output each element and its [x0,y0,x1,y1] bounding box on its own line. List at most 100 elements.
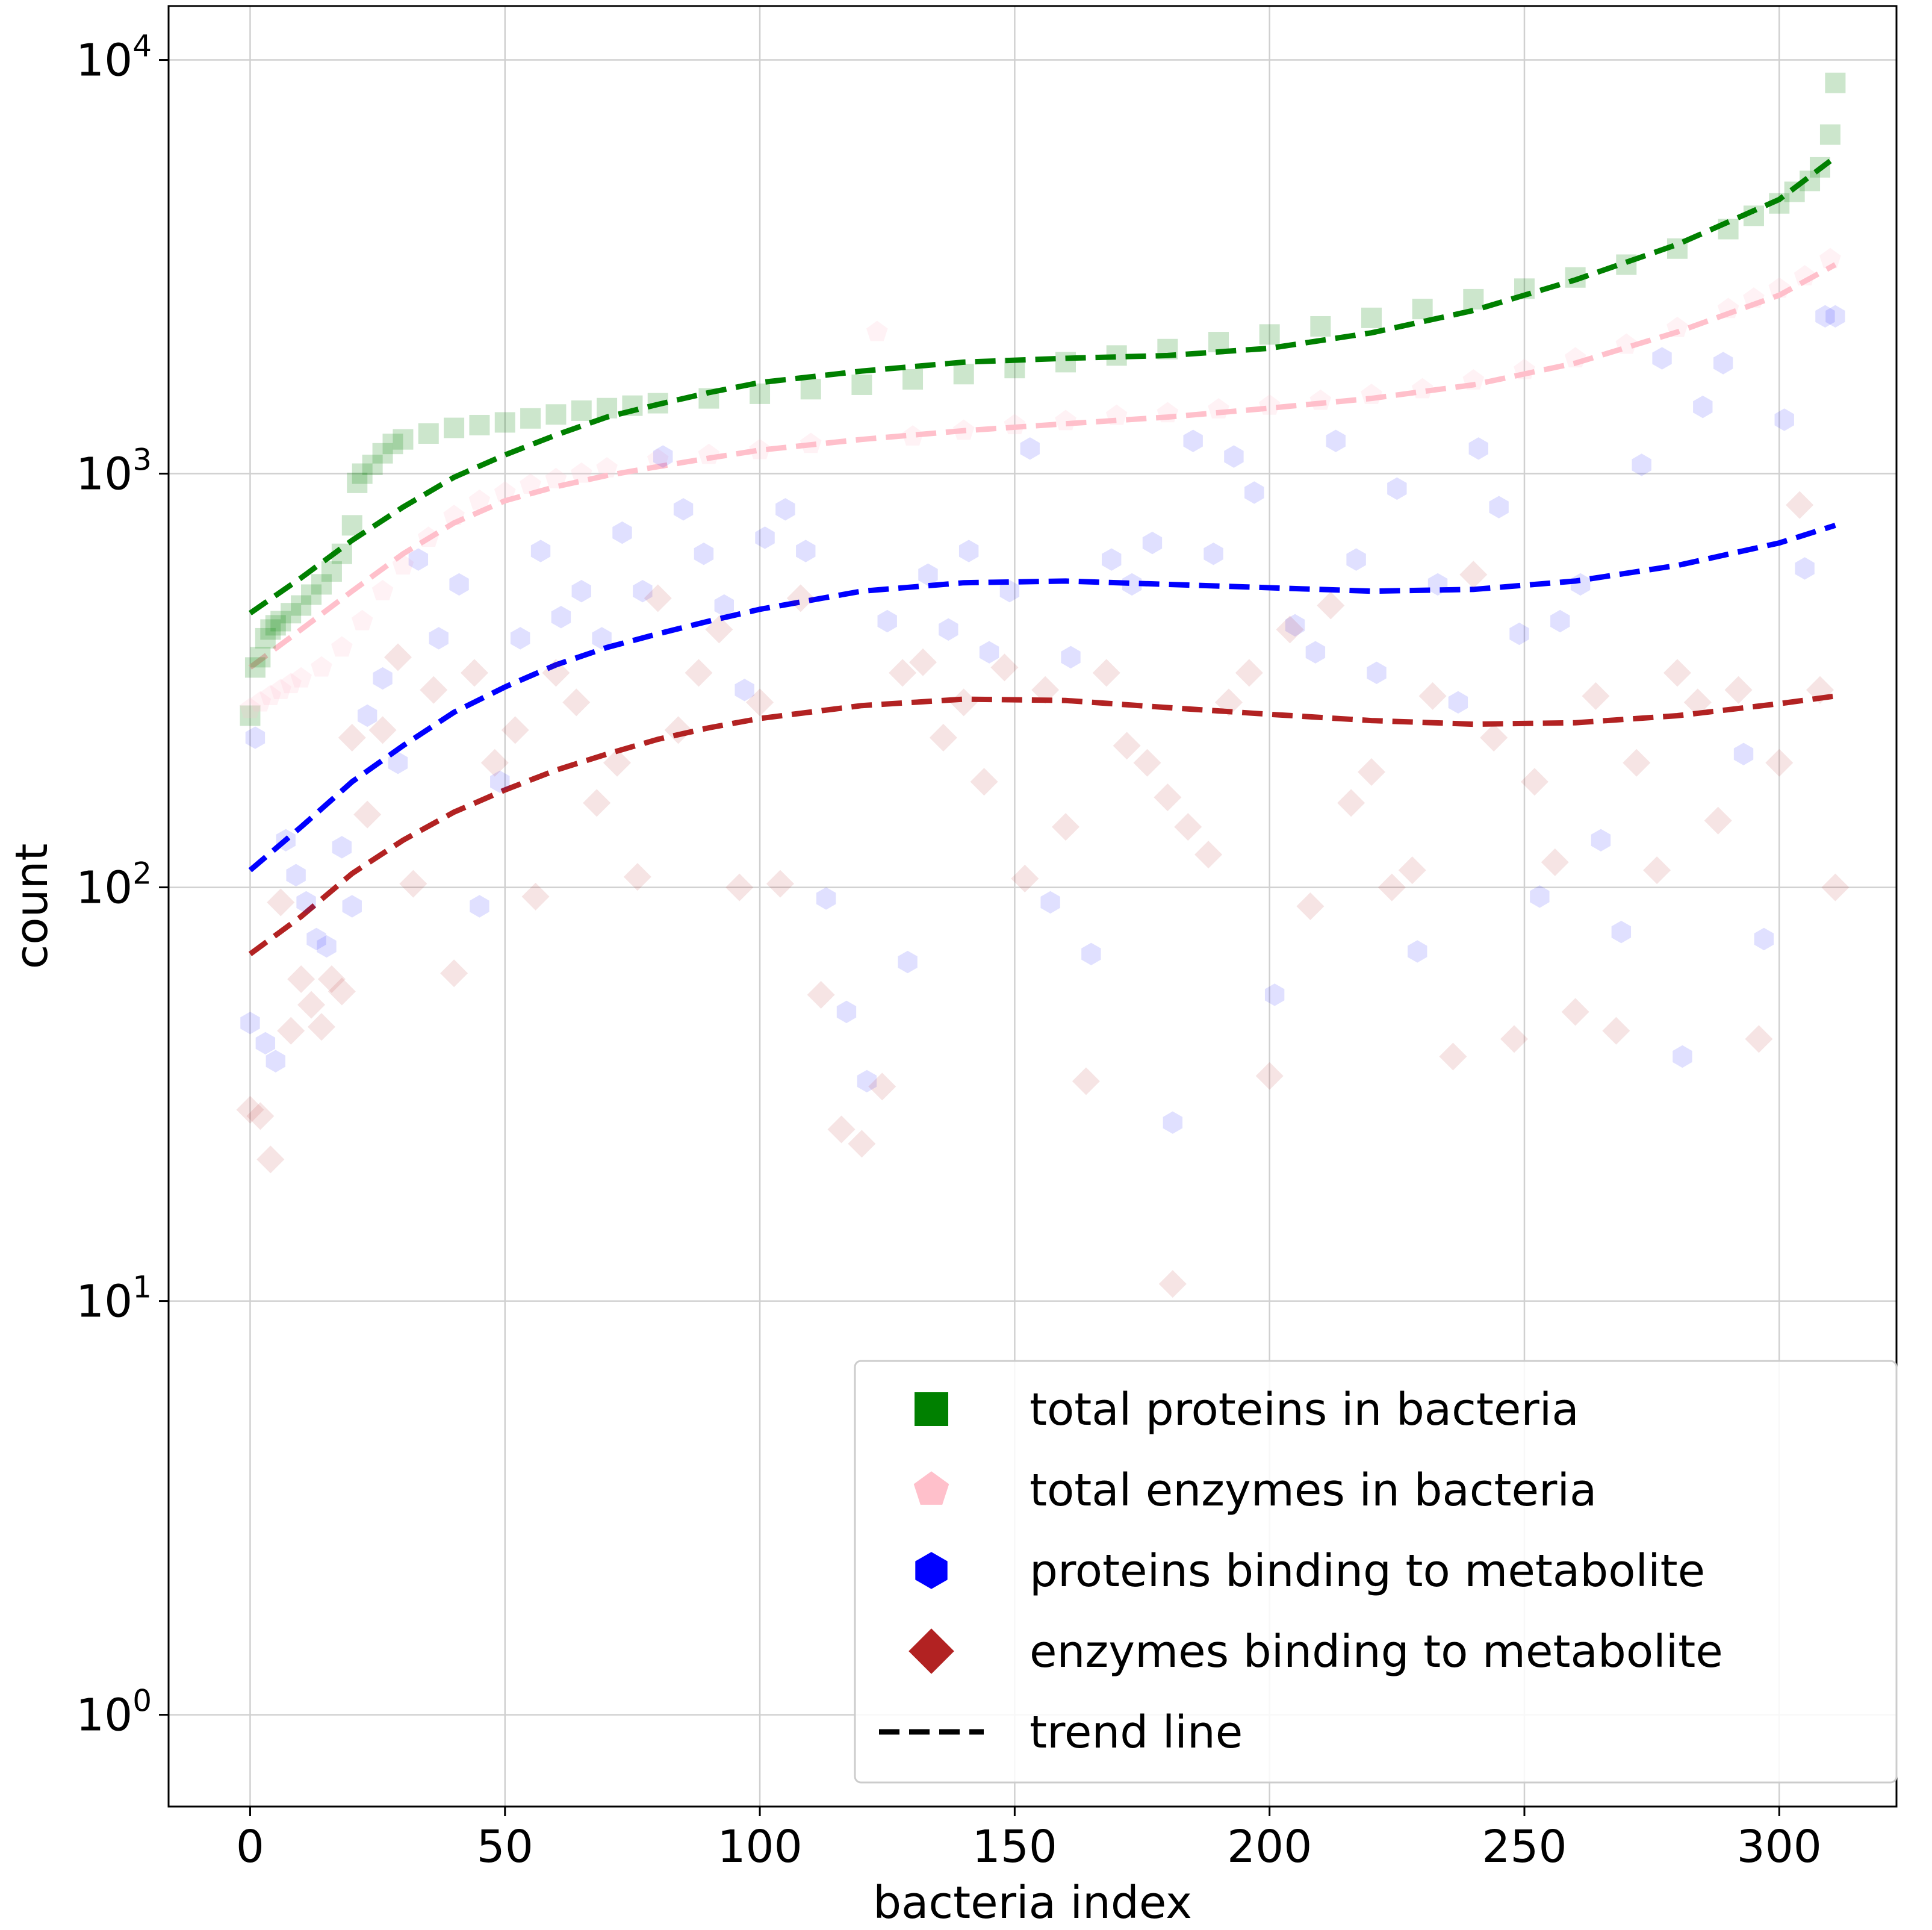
data-point [1072,1067,1100,1095]
data-point [1570,573,1591,596]
data-point [746,688,774,717]
data-point [1259,324,1280,345]
data-point [909,648,937,676]
data-point [1489,496,1509,518]
data-point [1774,408,1794,431]
data-point [902,425,924,446]
x-tick-label: 50 [477,1821,533,1873]
data-point [1514,358,1535,379]
data-point [545,404,567,425]
data-point [1602,1016,1630,1045]
legend-label: total enzymes in bacteria [1030,1465,1597,1516]
data-point [664,716,692,744]
data-point [999,579,1020,603]
legend-label: trend line [1030,1707,1243,1758]
data-point [1550,609,1570,633]
data-point [1418,682,1447,710]
data-point [1398,856,1426,885]
data-point [1821,873,1850,901]
data-point [1459,561,1488,589]
data-point [1768,277,1791,298]
data-point [331,543,352,564]
data-point [244,657,266,678]
data-point [562,688,591,717]
data-point [321,561,342,582]
data-point [1326,429,1346,452]
data-point [592,627,612,650]
data-point [277,1016,305,1045]
data-point [596,457,618,478]
data-point [240,705,261,726]
data-point [542,659,570,687]
data-point [939,618,958,641]
data-point [469,414,490,435]
data-point [673,498,694,521]
data-point [1346,548,1366,571]
data-point [1754,927,1774,951]
data-point [1666,238,1688,259]
data-point [286,864,306,887]
y-tick-base: 10 [76,862,132,914]
data-point [368,716,397,744]
data-point [622,395,643,416]
data-point [460,659,488,687]
data-point [1611,920,1632,944]
data-point [362,454,383,475]
data-point [623,863,651,891]
data-point [1361,384,1382,404]
data-point [1357,758,1385,786]
data-point [510,627,530,650]
data-point [1208,332,1229,353]
y-tick-exponent: 1 [132,1270,152,1305]
data-point [371,579,394,600]
data-point [444,417,465,438]
data-point [249,691,272,712]
data-point [1258,394,1281,415]
data-point [1632,453,1651,476]
data-point [245,726,266,749]
data-point [1105,404,1128,425]
data-point [1309,389,1332,410]
data-point [494,481,516,502]
data-point [1310,316,1331,337]
data-point [786,584,815,612]
data-point [1819,124,1840,145]
data-point [440,959,468,988]
data-point [1733,742,1754,765]
data-point [698,388,719,409]
data-point [868,1072,896,1101]
data-point [311,656,332,677]
y-tick-label: 103 [76,443,152,500]
data-point [775,498,795,521]
data-point [857,1069,877,1093]
data-point [1591,829,1611,851]
data-point [807,980,835,1009]
data-point [490,770,510,793]
data-point [551,606,571,629]
data-point [1296,892,1325,920]
data-point [392,554,414,575]
y-tick-base: 10 [76,1276,132,1328]
data-point [418,423,439,444]
data-point [866,320,888,341]
data-point [1081,942,1101,965]
data-point [480,749,509,777]
data-point [1468,437,1488,460]
data-points [236,72,1850,1298]
data-point [653,445,673,468]
trend-line [248,158,1832,615]
grid [169,6,1896,1807]
data-point [1439,1042,1467,1071]
data-point [443,505,465,525]
data-point [1158,1270,1187,1298]
data-point [633,579,653,603]
data-point [1794,265,1816,285]
data-point [953,364,974,385]
data-point [342,895,362,918]
data-point [468,489,491,510]
x-tick-label: 200 [1227,1821,1312,1873]
y-tick-label: 100 [76,1684,152,1742]
x-tick-label: 300 [1737,1821,1822,1873]
data-point [1769,193,1790,214]
